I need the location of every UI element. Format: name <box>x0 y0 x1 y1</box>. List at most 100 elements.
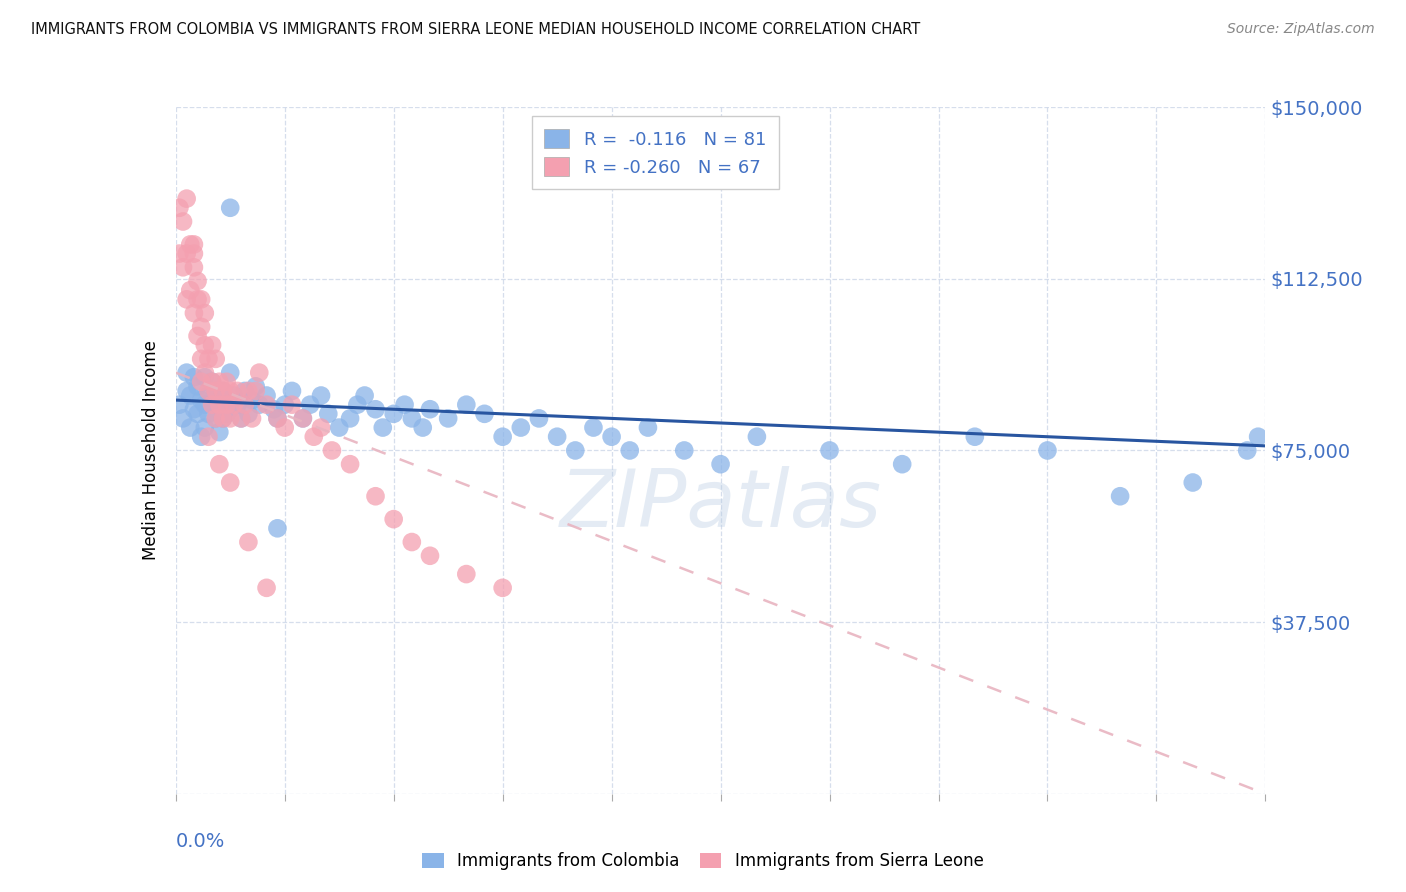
Point <box>412 420 434 434</box>
Point <box>233 384 256 398</box>
Point <box>321 443 343 458</box>
Point <box>204 411 226 425</box>
Point <box>266 521 288 535</box>
Text: Source: ZipAtlas.com: Source: ZipAtlas.com <box>1227 22 1375 37</box>
Point <box>215 398 238 412</box>
Point <box>818 443 841 458</box>
Point <box>339 411 361 425</box>
Y-axis label: Median Household Income: Median Household Income <box>142 341 160 560</box>
Point <box>245 379 267 393</box>
Point <box>219 366 242 380</box>
Point <box>266 411 288 425</box>
Point <box>238 407 260 421</box>
Point <box>231 411 253 425</box>
Point <box>456 567 478 582</box>
Point <box>240 393 263 408</box>
Point <box>194 370 217 384</box>
Point <box>353 388 375 402</box>
Point <box>364 489 387 503</box>
Point <box>190 375 212 389</box>
Point <box>346 398 368 412</box>
Point <box>238 384 260 398</box>
Point <box>437 411 460 425</box>
Point <box>201 375 224 389</box>
Point <box>492 581 515 595</box>
Point <box>186 407 209 421</box>
Point <box>891 457 914 471</box>
Point <box>309 420 332 434</box>
Point <box>281 398 304 412</box>
Point <box>176 192 198 206</box>
Point <box>710 457 733 471</box>
Point <box>212 384 235 398</box>
Point <box>201 375 224 389</box>
Point <box>169 201 191 215</box>
Point <box>194 366 217 380</box>
Point <box>197 430 219 444</box>
Point <box>1036 443 1059 458</box>
Point <box>208 393 231 408</box>
Point <box>183 260 205 275</box>
Point <box>179 388 201 402</box>
Point <box>172 260 194 275</box>
Point <box>204 384 226 398</box>
Point <box>745 430 768 444</box>
Point <box>176 384 198 398</box>
Point <box>186 379 209 393</box>
Point <box>190 351 212 366</box>
Point <box>263 402 285 417</box>
Point <box>299 398 322 412</box>
Point <box>197 351 219 366</box>
Point <box>204 411 226 425</box>
Point <box>291 411 314 425</box>
Point <box>231 411 253 425</box>
Point <box>256 388 278 402</box>
Point <box>204 351 226 366</box>
Point <box>208 457 231 471</box>
Text: ZIPatlas: ZIPatlas <box>560 467 882 544</box>
Point <box>194 398 217 412</box>
Point <box>219 384 242 398</box>
Point <box>219 411 242 425</box>
Point <box>600 430 623 444</box>
Point <box>509 420 531 434</box>
Point <box>186 293 209 307</box>
Point <box>673 443 696 458</box>
Point <box>172 214 194 228</box>
Point <box>274 398 297 412</box>
Point <box>194 306 217 320</box>
Point <box>204 384 226 398</box>
Point <box>1247 430 1270 444</box>
Point <box>302 430 325 444</box>
Point <box>194 420 217 434</box>
Point <box>186 274 209 288</box>
Point <box>190 293 212 307</box>
Point <box>201 338 224 352</box>
Point <box>1109 489 1132 503</box>
Point <box>172 411 194 425</box>
Point <box>474 407 496 421</box>
Point <box>238 535 260 549</box>
Point <box>215 407 238 421</box>
Point <box>456 398 478 412</box>
Point <box>179 237 201 252</box>
Point <box>194 338 217 352</box>
Text: 0.0%: 0.0% <box>176 831 225 851</box>
Point <box>176 366 198 380</box>
Point <box>339 457 361 471</box>
Point <box>401 535 423 549</box>
Point <box>564 443 586 458</box>
Point <box>179 420 201 434</box>
Point <box>197 384 219 398</box>
Point <box>169 246 191 260</box>
Point <box>492 430 515 444</box>
Point <box>619 443 641 458</box>
Point <box>382 512 405 526</box>
Point <box>1181 475 1204 490</box>
Point <box>328 420 350 434</box>
Point <box>309 388 332 402</box>
Point <box>208 375 231 389</box>
Point <box>318 407 340 421</box>
Point <box>208 398 231 412</box>
Point <box>281 384 304 398</box>
